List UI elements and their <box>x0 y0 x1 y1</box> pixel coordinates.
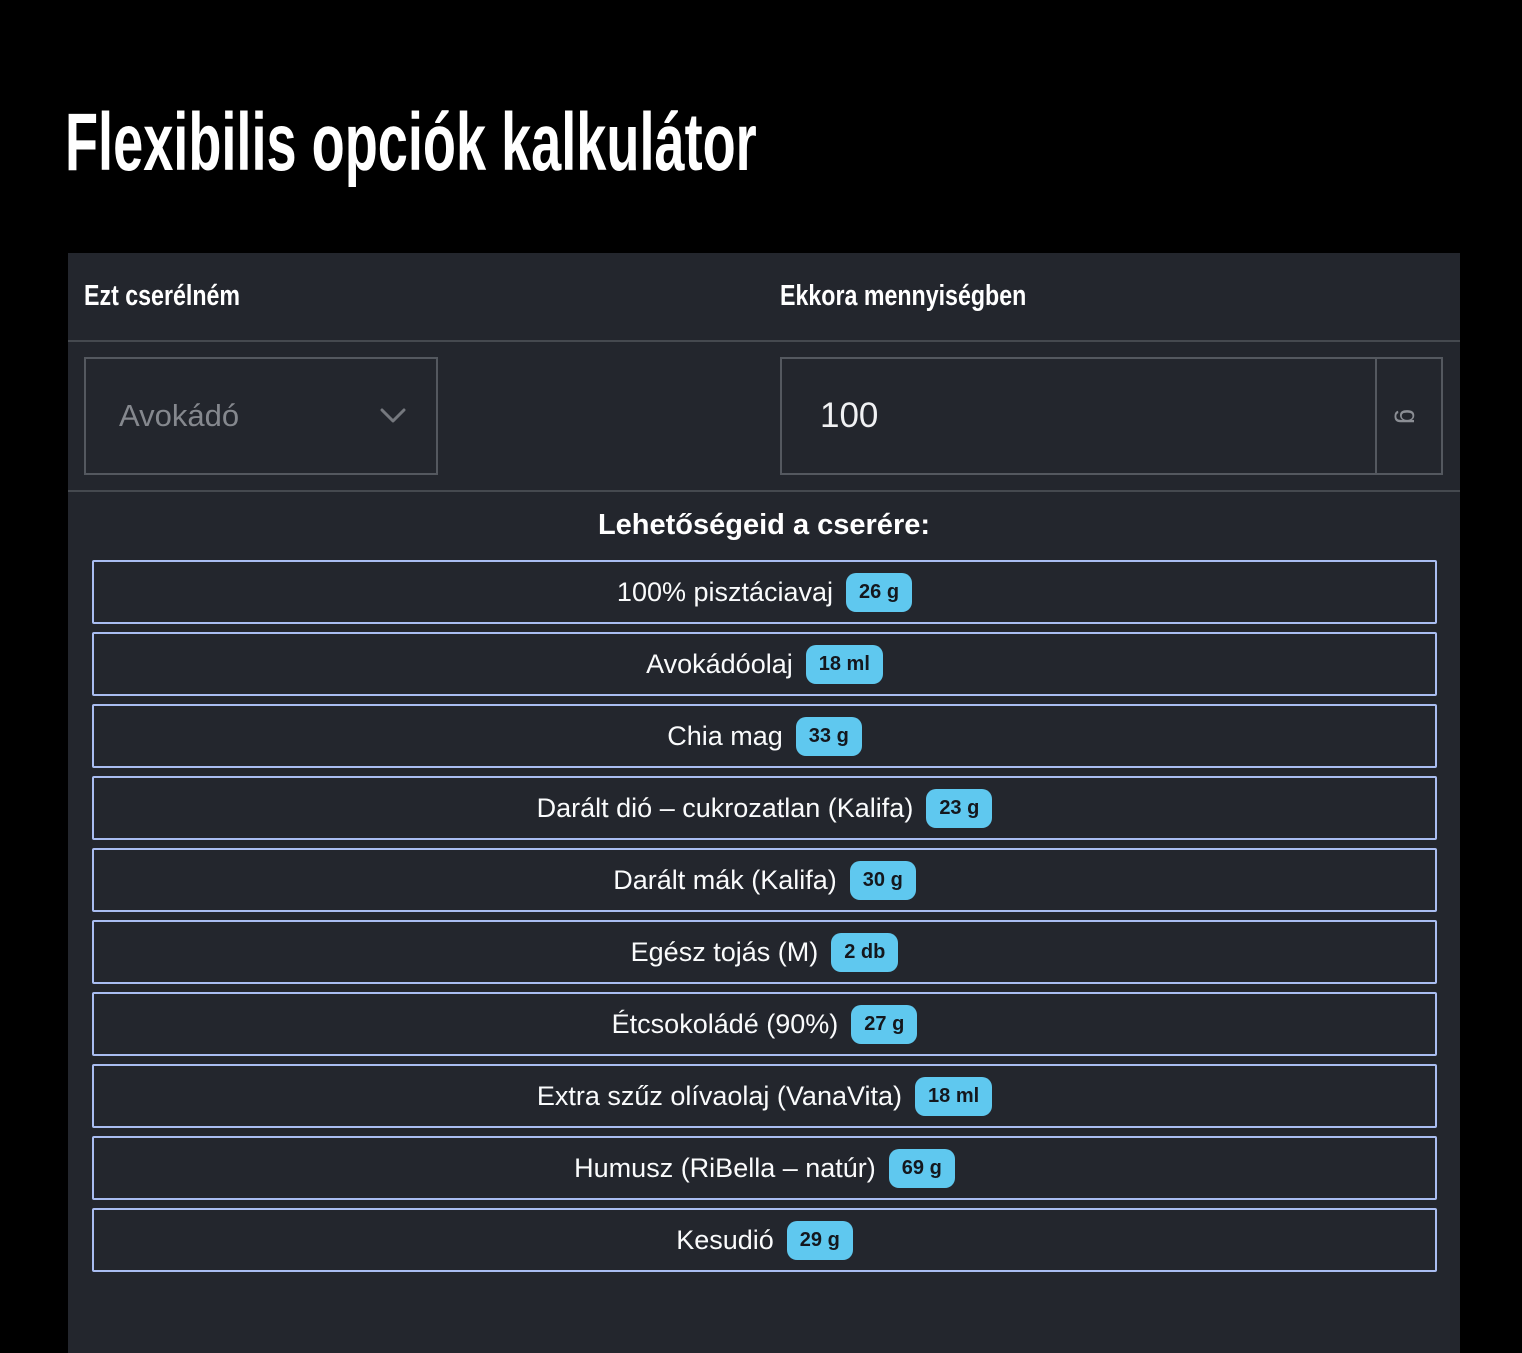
food-select-value: Avokádó <box>119 398 240 433</box>
food-select[interactable]: Avokádó <box>84 357 438 475</box>
page-title: Flexibilis opciók kalkulátor <box>65 96 1113 188</box>
option-amount-badge: 2 db <box>831 932 899 972</box>
option-label: Chia mag <box>667 720 783 751</box>
swap-option-row[interactable]: Avokádóolaj 18 ml <box>92 632 1437 696</box>
option-label: Darált mák (Kalifa) <box>613 864 837 895</box>
calculator-controls-row: Avokádó g <box>68 342 1460 492</box>
amount-input-group: g <box>780 357 1443 475</box>
amount-column-header: Ekkora mennyiségben <box>780 280 1460 313</box>
page-title-text: Flexibilis opciók kalkulátor <box>65 96 757 188</box>
swap-option-row[interactable]: 100% pisztáciavaj 26 g <box>92 560 1437 624</box>
swap-option-row[interactable]: Extra szűz olívaolaj (VanaVita) 18 ml <box>92 1064 1437 1128</box>
option-amount-badge: 23 g <box>926 788 993 828</box>
option-amount-badge: 30 g <box>849 860 916 900</box>
amount-input[interactable] <box>782 359 1375 473</box>
chevron-down-icon <box>380 408 406 424</box>
option-label: Étcsokoládé (90%) <box>611 1008 839 1039</box>
option-label: Avokádóolaj <box>646 648 793 679</box>
option-amount-badge: 69 g <box>888 1148 955 1188</box>
swap-option-row[interactable]: Humusz (RiBella – natúr) 69 g <box>92 1136 1437 1200</box>
swap-column-label: Ezt cserélném <box>84 280 241 312</box>
amount-unit-label: g <box>1394 408 1425 424</box>
option-amount-badge: 33 g <box>795 716 862 756</box>
swap-option-row[interactable]: Egész tojás (M) 2 db <box>92 920 1437 984</box>
option-amount-badge: 29 g <box>786 1220 853 1260</box>
swap-option-row[interactable]: Étcsokoládé (90%) 27 g <box>92 992 1437 1056</box>
options-heading: Lehetőségeid a cserére: <box>597 509 931 541</box>
swap-option-row[interactable]: Darált mák (Kalifa) 30 g <box>92 848 1437 912</box>
option-label: 100% pisztáciavaj <box>616 576 834 607</box>
option-amount-badge: 26 g <box>846 572 913 612</box>
swap-option-row[interactable]: Kesudió 29 g <box>92 1208 1437 1272</box>
amount-column-label: Ekkora mennyiségben <box>780 280 1027 312</box>
option-amount-badge: 27 g <box>851 1004 918 1044</box>
option-label: Darált dió – cukrozatlan (Kalifa) <box>536 792 914 823</box>
swap-option-row[interactable]: Darált dió – cukrozatlan (Kalifa) 23 g <box>92 776 1437 840</box>
option-label: Extra szűz olívaolaj (VanaVita) <box>536 1080 903 1111</box>
swap-column-header: Ezt cserélném <box>68 280 780 313</box>
option-label: Humusz (RiBella – natúr) <box>574 1152 876 1183</box>
option-amount-badge: 18 ml <box>915 1076 993 1116</box>
amount-unit-box: g <box>1375 359 1441 473</box>
calculator-header-row: Ezt cserélném Ekkora mennyiségben <box>68 253 1460 342</box>
option-label: Egész tojás (M) <box>630 936 819 967</box>
calculator-panel: Ezt cserélném Ekkora mennyiségben Avokád… <box>68 253 1460 1353</box>
swap-option-row[interactable]: Chia mag 33 g <box>92 704 1437 768</box>
option-label: Kesudió <box>676 1224 774 1255</box>
option-amount-badge: 18 ml <box>805 644 883 684</box>
swap-options-list: 100% pisztáciavaj 26 g Avokádóolaj 18 ml… <box>92 560 1437 1272</box>
